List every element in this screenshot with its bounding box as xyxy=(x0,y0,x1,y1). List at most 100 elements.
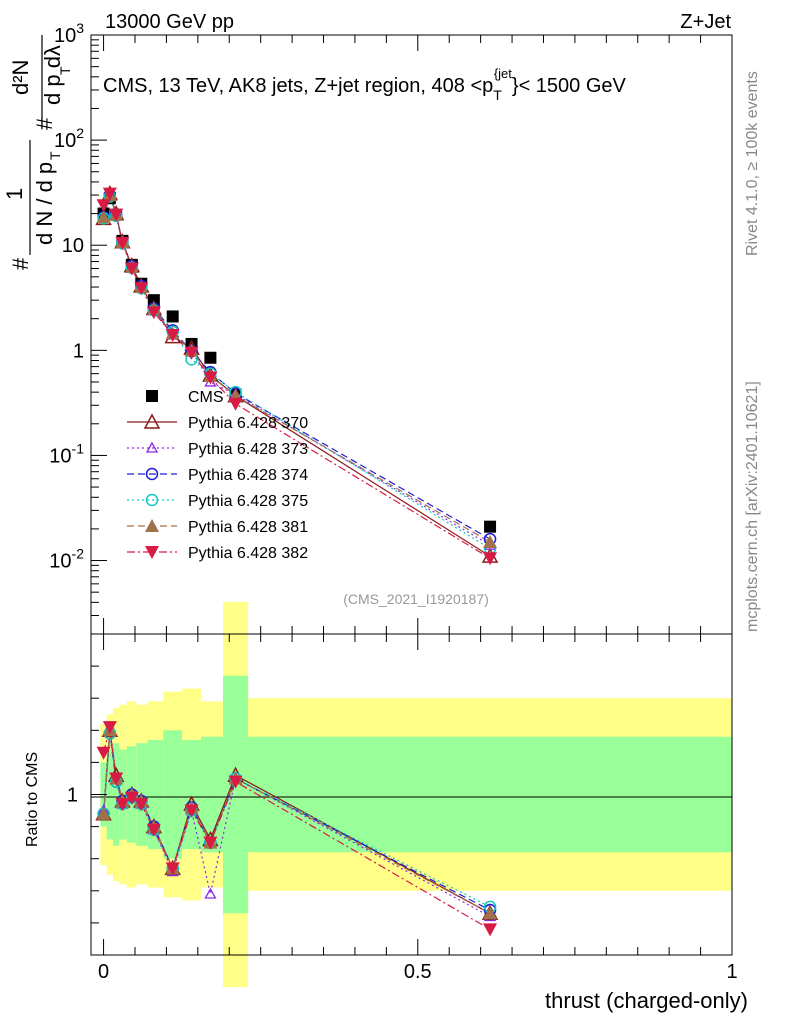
main-y-axis-label: # d N / d p T 1 # d²N d p dλ T xyxy=(2,35,73,270)
data-point xyxy=(115,236,130,250)
data-point xyxy=(124,262,139,276)
legend-label: Pythia 6.428 370 xyxy=(188,415,308,432)
legend-marker xyxy=(145,519,159,532)
data-point xyxy=(203,371,218,385)
data-point xyxy=(204,351,217,364)
y-tick-exponent: -1 xyxy=(72,440,85,456)
y-tick-label: 1 xyxy=(73,340,84,362)
y-label-sub-T-2: T xyxy=(57,66,73,75)
legend-marker xyxy=(145,441,159,453)
title-sup-jet: {jet xyxy=(494,66,512,81)
header-right: Z+Jet xyxy=(680,11,731,33)
ratio-y-tick-label: 1 xyxy=(67,785,78,807)
ratio-data-point xyxy=(115,798,130,812)
data-point xyxy=(109,208,124,222)
ratio-data-point xyxy=(146,823,161,837)
legend-marker xyxy=(145,493,159,507)
data-point xyxy=(96,199,111,213)
y-tick-label: 102 xyxy=(54,125,84,152)
inner-band xyxy=(248,736,732,853)
data-point xyxy=(102,187,117,201)
ratio-y-label: Ratio to CMS xyxy=(24,752,41,847)
legend-label: CMS xyxy=(188,389,224,406)
title-sub-t: T xyxy=(493,87,502,103)
legend-marker xyxy=(145,546,159,559)
main-title: CMS, 13 TeV, AK8 jets, Z+jet region, 408… xyxy=(103,66,627,103)
ratio-data-point xyxy=(102,721,117,735)
main-x-ticks xyxy=(103,35,733,634)
ratio-x-ticks: 0 0.5 1 xyxy=(98,634,738,983)
x-tick-label: 1 xyxy=(726,961,737,983)
rivet-side-label: Rivet 4.1.0, ≥ 100k events xyxy=(744,71,761,256)
ratio-data-point xyxy=(165,862,180,876)
data-point xyxy=(166,310,179,323)
ratio-data-point xyxy=(124,791,139,805)
y-tick-label: 10-1 xyxy=(49,440,84,467)
legend-marker xyxy=(143,413,161,429)
analysis-watermark: (CMS_2021_I1920187) xyxy=(343,591,489,607)
ratio-panel: 1 0 0.5 1 Ratio to CMS thrust (charged-onl… xyxy=(24,601,748,1013)
x-tick-label: 0 xyxy=(98,961,109,983)
legend-label: Pythia 6.428 375 xyxy=(188,493,308,510)
y-label-dpT-dlambda: d p dλ xyxy=(40,45,65,105)
ratio-data-point xyxy=(96,806,111,820)
y-label-d2N: d²N xyxy=(8,60,33,95)
inner-band xyxy=(106,749,113,840)
ratio-data-point xyxy=(228,775,243,789)
data-point xyxy=(146,306,161,320)
ratio-data-point xyxy=(483,906,498,920)
ratio-data-point xyxy=(203,836,218,850)
x-axis-label: thrust (charged-only) xyxy=(545,988,748,1013)
legend-marker xyxy=(145,467,159,481)
inner-band xyxy=(182,739,201,850)
y-tick-base: 10 xyxy=(49,445,71,467)
data-point xyxy=(134,282,149,296)
header-left: 13000 GeV pp xyxy=(105,11,234,33)
y-tick-base: 10 xyxy=(49,551,71,573)
ratio-data-point xyxy=(483,923,498,937)
y-tick-exponent: -2 xyxy=(72,546,85,562)
y-label-dN-dpT: d N / d p xyxy=(32,162,57,245)
legend-label: Pythia 6.428 374 xyxy=(188,467,308,484)
series-line xyxy=(103,193,491,543)
data-point xyxy=(165,328,180,342)
y-label-hash-1: # xyxy=(8,257,33,270)
y-label-hash-2: # xyxy=(32,117,57,130)
x-tick-label: 0.5 xyxy=(404,961,432,983)
mcplots-side-label: mcplots.cern.ch [arXiv:2401.10621] xyxy=(744,381,761,632)
series-line xyxy=(103,193,491,540)
data-point xyxy=(96,210,111,224)
title-part-1: CMS, 13 TeV, AK8 jets, Z+jet region, 408… xyxy=(103,75,493,97)
y-tick-label: 10 xyxy=(62,235,84,257)
inner-band xyxy=(163,730,183,859)
ratio-data-point xyxy=(204,887,217,899)
legend: CMS Pythia 6.428 370 Pythia 6.428 373 Pythi… xyxy=(127,389,308,562)
y-tick-exponent: 3 xyxy=(76,20,84,36)
data-point xyxy=(228,397,243,411)
data-point xyxy=(483,535,498,549)
legend-label: Pythia 6.428 381 xyxy=(188,519,308,536)
legend-label: Pythia 6.428 382 xyxy=(188,545,308,562)
legend-marker xyxy=(146,390,158,402)
legend-label: Pythia 6.428 373 xyxy=(188,441,308,458)
main-series-markers xyxy=(95,184,499,566)
ratio-data-point xyxy=(96,746,111,760)
ratio-uncertainty-bands xyxy=(100,601,732,988)
ratio-y-ticks: 1 xyxy=(67,665,107,924)
y-label-one: 1 xyxy=(2,188,27,200)
y-label-sub-T-1: T xyxy=(47,151,63,160)
ratio-data-point xyxy=(184,804,199,818)
y-tick-label: 103 xyxy=(54,20,84,47)
data-point xyxy=(483,552,498,566)
inner-band xyxy=(222,675,249,914)
data-point xyxy=(484,520,497,533)
ratio-series-markers xyxy=(95,720,499,937)
y-tick-base: 10 xyxy=(54,25,76,47)
y-tick-exponent: 2 xyxy=(76,125,84,141)
y-tick-label: 10-2 xyxy=(49,546,84,573)
data-point xyxy=(184,346,199,360)
ratio-data-point xyxy=(109,772,124,786)
